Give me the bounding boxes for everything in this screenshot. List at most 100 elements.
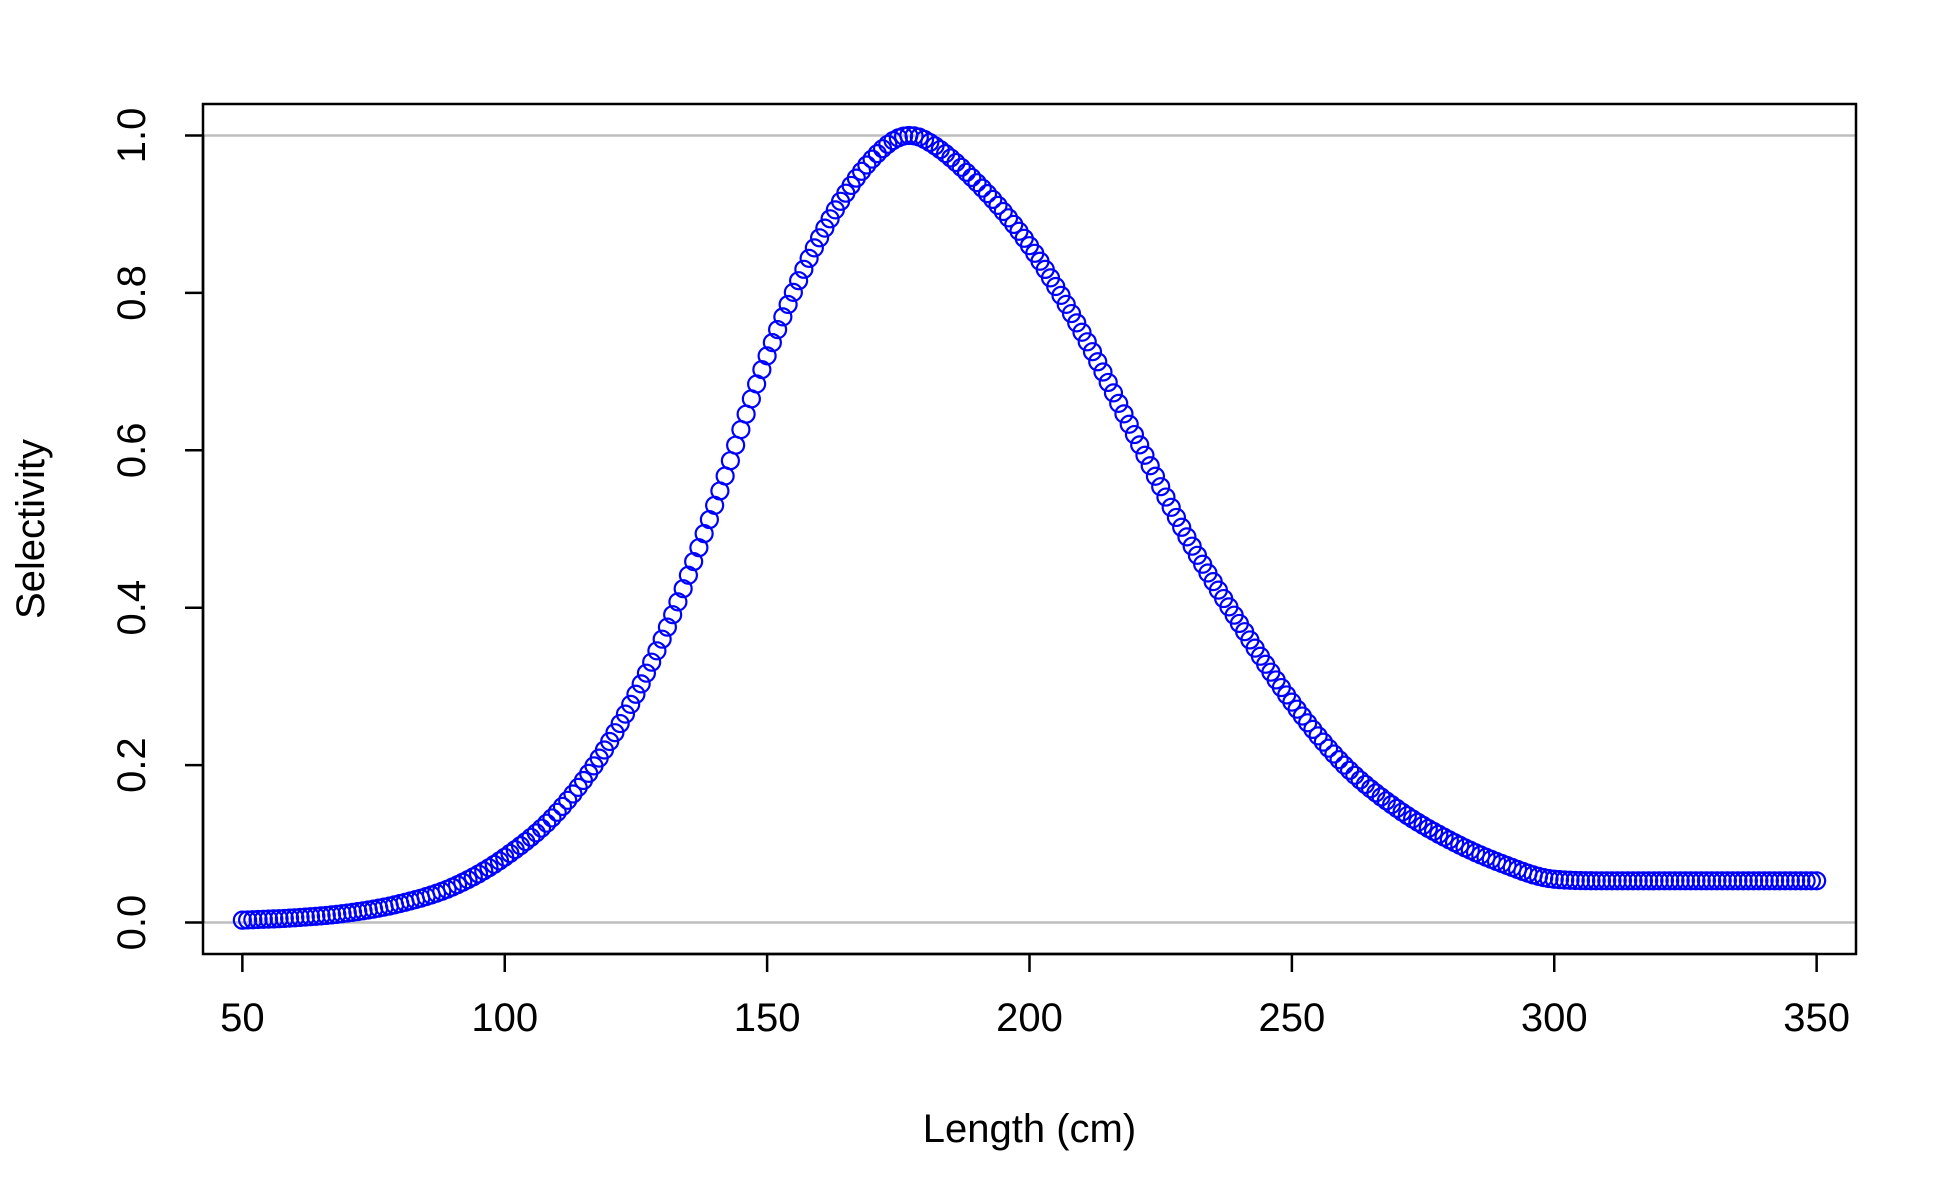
data-point — [279, 908, 300, 928]
data-point — [1639, 871, 1659, 891]
data-point — [972, 178, 992, 198]
data-point — [1334, 755, 1354, 775]
data-point — [1597, 871, 1617, 891]
reference-lines — [203, 134, 1856, 924]
data-point — [1780, 871, 1801, 891]
data-point — [258, 909, 279, 929]
data-point — [269, 909, 289, 929]
data-point — [851, 161, 872, 181]
data-point — [778, 294, 798, 315]
data-point — [642, 652, 662, 672]
data-point — [1801, 871, 1821, 891]
data-point — [610, 713, 630, 734]
y-tick-label: 0.0 — [110, 895, 154, 951]
x-axis: 50 100 150 200 250 300 350 — [220, 952, 1850, 1040]
data-point — [1775, 871, 1795, 891]
data-point — [809, 228, 830, 248]
data-point — [1644, 871, 1664, 891]
data-point — [1319, 738, 1339, 758]
data-point — [1670, 871, 1690, 891]
data-point — [1686, 871, 1706, 891]
data-point — [1607, 871, 1627, 891]
x-tick-label: 300 — [1521, 996, 1588, 1040]
data-point — [657, 617, 678, 637]
data-point — [977, 184, 998, 204]
data-point — [804, 238, 824, 258]
data-point — [983, 189, 1003, 210]
data-point — [285, 908, 305, 928]
y-axis-title: Selectivity — [9, 439, 53, 619]
data-point — [862, 149, 882, 169]
data-point — [773, 307, 793, 327]
data-point — [621, 694, 641, 714]
data-point — [1576, 871, 1596, 891]
data-point — [1130, 435, 1150, 455]
data-point — [1691, 871, 1711, 891]
data-point — [253, 909, 273, 929]
data-point — [1791, 871, 1811, 891]
data-point — [605, 723, 625, 743]
data-point — [652, 629, 672, 649]
data-point — [615, 704, 636, 724]
data-point — [537, 813, 557, 833]
data-point — [531, 818, 552, 838]
data-point — [668, 592, 688, 612]
data-point — [1649, 871, 1669, 891]
data-point — [1166, 507, 1187, 528]
x-tick-label: 100 — [471, 996, 538, 1040]
data-point — [1182, 536, 1202, 556]
data-point — [274, 908, 294, 929]
data-point — [1340, 760, 1360, 780]
data-point — [757, 346, 777, 366]
data-point — [1151, 477, 1171, 497]
data-point — [1560, 870, 1580, 890]
data-point — [998, 208, 1019, 228]
y-tick-label: 0.2 — [110, 737, 154, 793]
data-point — [988, 195, 1008, 215]
data-point — [1675, 871, 1696, 891]
data-point — [1140, 456, 1160, 476]
data-point — [1303, 719, 1323, 740]
data-point — [1581, 871, 1601, 891]
data-point — [1623, 871, 1643, 891]
x-axis-title: Length (cm) — [923, 1107, 1136, 1151]
data-point — [1807, 871, 1827, 891]
data-point — [631, 674, 651, 694]
data-point — [1586, 871, 1606, 891]
data-point — [1681, 871, 1701, 891]
data-point — [951, 157, 971, 177]
data-point — [1796, 871, 1816, 891]
data-point — [636, 663, 657, 683]
data-point — [799, 248, 819, 268]
data-point — [1397, 805, 1417, 826]
data-point — [1313, 732, 1333, 752]
data-point — [1056, 294, 1076, 314]
y-axis: 0.0 0.2 0.4 0.6 0.8 1.0 — [110, 108, 205, 951]
x-tick-label: 200 — [996, 996, 1063, 1040]
data-point — [1570, 871, 1591, 891]
data-point — [1061, 303, 1082, 324]
data-point — [295, 907, 315, 927]
data-point — [1717, 871, 1738, 891]
data-point — [526, 823, 546, 843]
data-point — [1172, 517, 1192, 537]
data-point — [1565, 870, 1585, 891]
data-point — [300, 907, 321, 927]
data-point — [962, 167, 982, 188]
data-point — [1298, 713, 1318, 733]
data-point — [1654, 871, 1675, 891]
data-point — [479, 858, 499, 878]
data-point — [1324, 744, 1344, 764]
data-point — [1082, 342, 1103, 362]
y-tick-label: 0.8 — [110, 265, 154, 321]
data-point — [542, 808, 562, 828]
data-point — [1098, 372, 1118, 393]
data-point — [1544, 869, 1564, 889]
data-point — [1633, 871, 1654, 891]
data-point — [1114, 404, 1134, 424]
data-point — [1660, 871, 1680, 891]
data-point — [967, 173, 987, 193]
data-point — [1109, 393, 1129, 413]
y-tick-label: 0.6 — [110, 422, 154, 478]
data-point — [1702, 871, 1722, 891]
